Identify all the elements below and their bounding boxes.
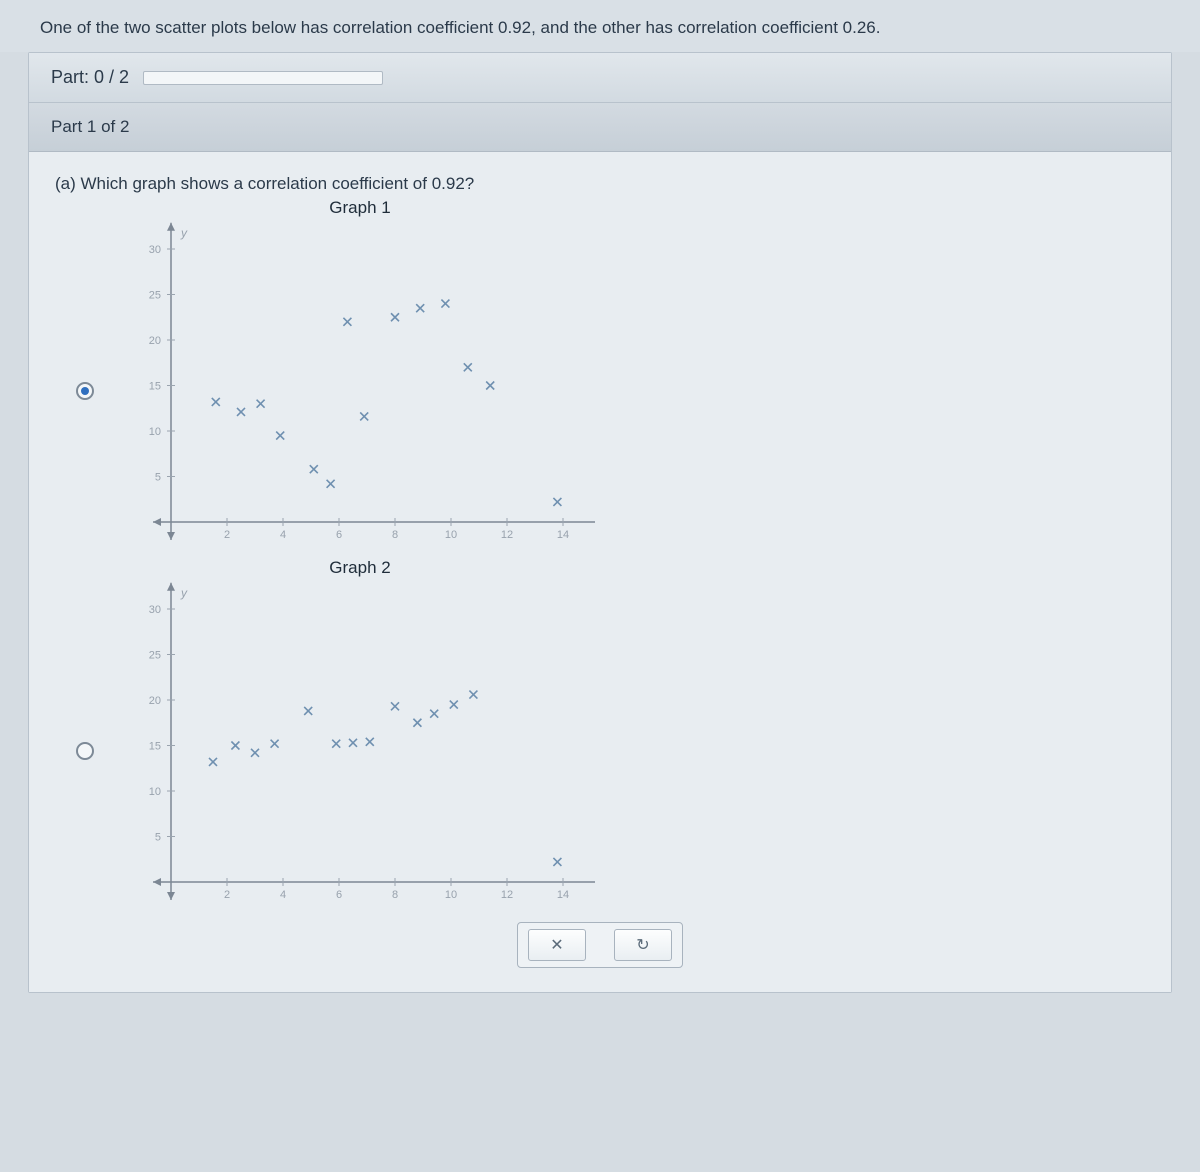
svg-text:10: 10 [149,786,161,798]
intro-coef-low: 0.26 [843,18,876,37]
graph2-title: Graph 2 [125,558,595,578]
svg-text:15: 15 [149,381,161,393]
question-panel: Part: 0 / 2 Part 1 of 2 (a) Which graph … [28,52,1172,993]
reset-button[interactable]: ↻ [614,929,672,961]
svg-text:14: 14 [557,529,569,541]
graph1-scatter: 2 4 6 8 10 12 14 5 10 15 20 25 30 y [125,222,595,552]
svg-text:y: y [180,586,188,600]
radio-graph2[interactable] [76,742,94,760]
svg-text:5: 5 [155,832,161,844]
svg-text:25: 25 [149,290,161,302]
svg-text:6: 6 [336,529,342,541]
svg-text:30: 30 [149,604,161,616]
svg-text:12: 12 [501,889,513,901]
graph1-title: Graph 1 [125,198,595,218]
svg-text:5: 5 [155,472,161,484]
graph2-block: 2 4 6 8 10 12 14 5 10 15 20 25 30 y [67,582,1145,912]
radio-graph1[interactable] [76,382,94,400]
svg-text:8: 8 [392,889,398,901]
intro-text: One of the two scatter plots below has c… [0,0,1200,52]
svg-text:y: y [180,226,188,240]
svg-text:10: 10 [149,426,161,438]
intro-prefix: One of the two scatter plots below has c… [40,18,498,37]
svg-text:20: 20 [149,335,161,347]
svg-text:14: 14 [557,889,569,901]
button-panel: ✕ ↻ [517,922,683,968]
svg-text:25: 25 [149,650,161,662]
svg-text:4: 4 [280,529,286,541]
intro-suffix: . [876,18,881,37]
svg-text:10: 10 [445,889,457,901]
intro-coef-high: 0.92 [498,18,531,37]
clear-button[interactable]: ✕ [528,929,586,961]
svg-text:8: 8 [392,529,398,541]
svg-text:20: 20 [149,695,161,707]
content-area: (a) Which graph shows a correlation coef… [29,152,1171,992]
close-icon: ✕ [550,935,563,955]
svg-text:2: 2 [224,529,230,541]
question-text: (a) Which graph shows a correlation coef… [55,174,1145,194]
svg-text:6: 6 [336,889,342,901]
svg-text:4: 4 [280,889,286,901]
progress-bar [143,71,383,85]
progress-label: Part: 0 / 2 [51,67,129,88]
svg-text:30: 30 [149,244,161,256]
svg-text:12: 12 [501,529,513,541]
progress-header: Part: 0 / 2 [29,53,1171,103]
graph2-scatter: 2 4 6 8 10 12 14 5 10 15 20 25 30 y [125,582,595,912]
subpart-header: Part 1 of 2 [29,103,1171,152]
intro-middle: , and the other has correlation coeffici… [531,18,843,37]
button-bar: ✕ ↻ [55,922,1145,968]
reset-icon: ↻ [636,935,649,955]
svg-text:2: 2 [224,889,230,901]
svg-text:10: 10 [445,529,457,541]
svg-text:15: 15 [149,741,161,753]
graph1-block: 2 4 6 8 10 12 14 5 10 15 20 25 30 y [67,222,1145,552]
